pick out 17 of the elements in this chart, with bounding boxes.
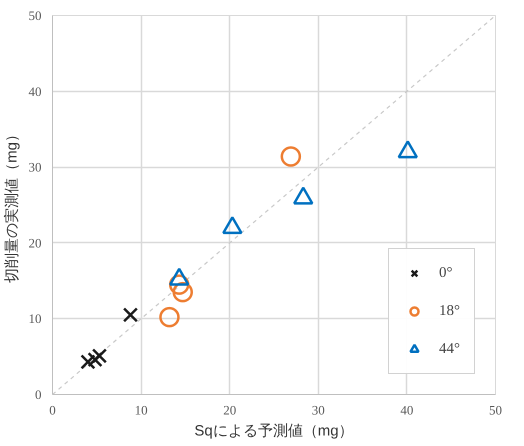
legend-label: 44° (439, 340, 460, 358)
y-tick-label: 30 (28, 160, 42, 175)
y-axis-title: 切削量の実測値（mg） (4, 127, 20, 283)
x-tick-label: 10 (134, 402, 148, 418)
x-tick-label: 40 (400, 402, 414, 418)
y-tick-label: 40 (28, 84, 42, 99)
y-tick-label: 10 (28, 311, 42, 326)
x-tick-label: 0 (49, 402, 56, 418)
x-tick-label: 20 (223, 402, 236, 418)
x-axis-title: Sqによる予測値（mg） (194, 422, 354, 440)
y-tick-label: 20 (28, 235, 42, 250)
y-tick-label: 0 (35, 387, 42, 402)
legend-label: 0° (439, 264, 454, 282)
legend-label: 18° (439, 302, 460, 320)
x-tick-label: 50 (489, 402, 502, 418)
x-tick-label: 30 (312, 402, 325, 418)
y-tick-label: 50 (28, 8, 42, 23)
